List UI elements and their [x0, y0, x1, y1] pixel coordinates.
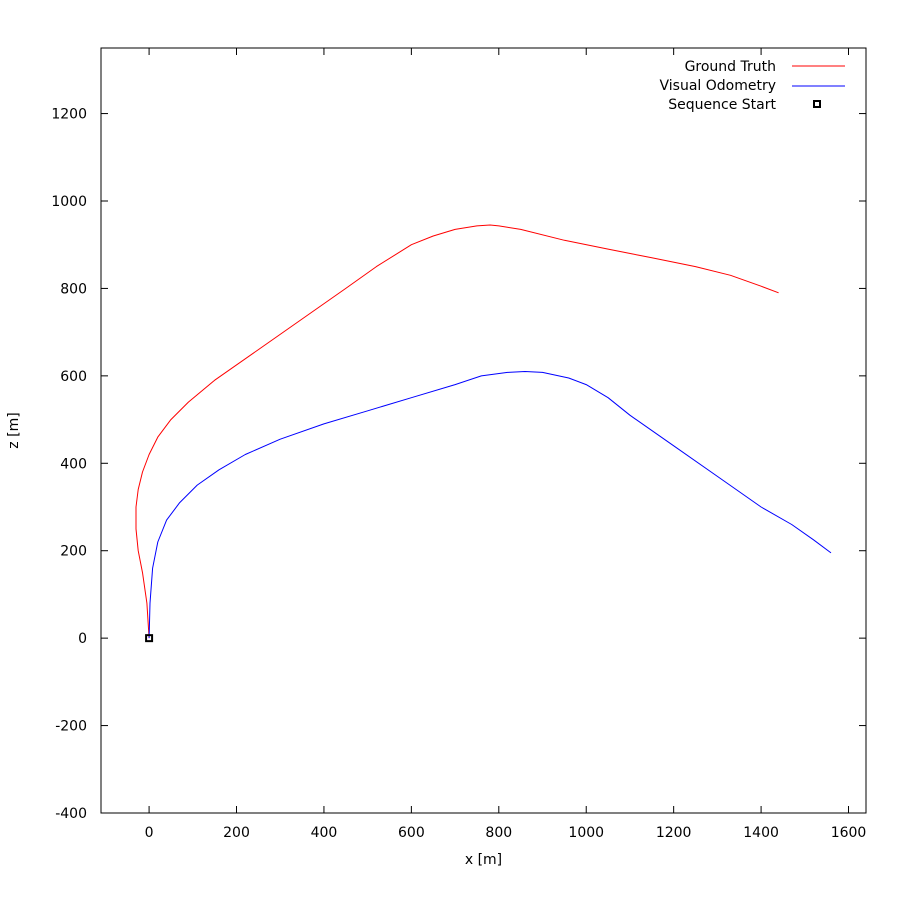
x-tick-labels: 0 200 400 600 800 1000 1200 1400 1600 [145, 825, 867, 841]
x-tick-label: 1200 [656, 825, 692, 841]
legend-label-visual-odometry: Visual Odometry [660, 78, 777, 94]
series-layer [135, 224, 832, 643]
axis-ticks [101, 48, 866, 814]
y-tick-label: 0 [78, 631, 87, 647]
y-axis-label: z [m] [6, 412, 22, 448]
x-tick-label: 1600 [831, 825, 867, 841]
x-axis-label: x [m] [465, 852, 502, 868]
y-tick-labels: -400 -200 0 200 400 600 800 1000 1200 [51, 107, 87, 822]
x-tick-label: 200 [223, 825, 250, 841]
y-tick-label: 600 [60, 369, 87, 385]
y-tick-label: 200 [60, 544, 87, 560]
sequence-start-marker [145, 634, 154, 643]
plot-frame [100, 47, 867, 814]
x-tick-label: 1400 [743, 825, 779, 841]
ground-truth-line [135, 224, 779, 639]
legend-swatch-sequence-start [813, 100, 821, 108]
y-tick-label: 1000 [51, 194, 87, 210]
x-tick-label: 1000 [568, 825, 604, 841]
y-tick-label: 400 [60, 456, 87, 472]
y-tick-label: 800 [60, 281, 87, 297]
visual-odometry-line [148, 371, 832, 639]
x-tick-label: 0 [145, 825, 154, 841]
legend: Ground Truth Visual Odometry Sequence St… [660, 59, 845, 113]
x-tick-label: 800 [485, 825, 512, 841]
x-tick-label: 600 [398, 825, 425, 841]
x-tick-label: 400 [311, 825, 338, 841]
legend-label-sequence-start: Sequence Start [668, 97, 776, 113]
y-tick-label: -400 [55, 806, 87, 822]
y-tick-label: -200 [55, 719, 87, 735]
legend-label-ground-truth: Ground Truth [685, 59, 776, 75]
y-tick-label: 1200 [51, 107, 87, 123]
